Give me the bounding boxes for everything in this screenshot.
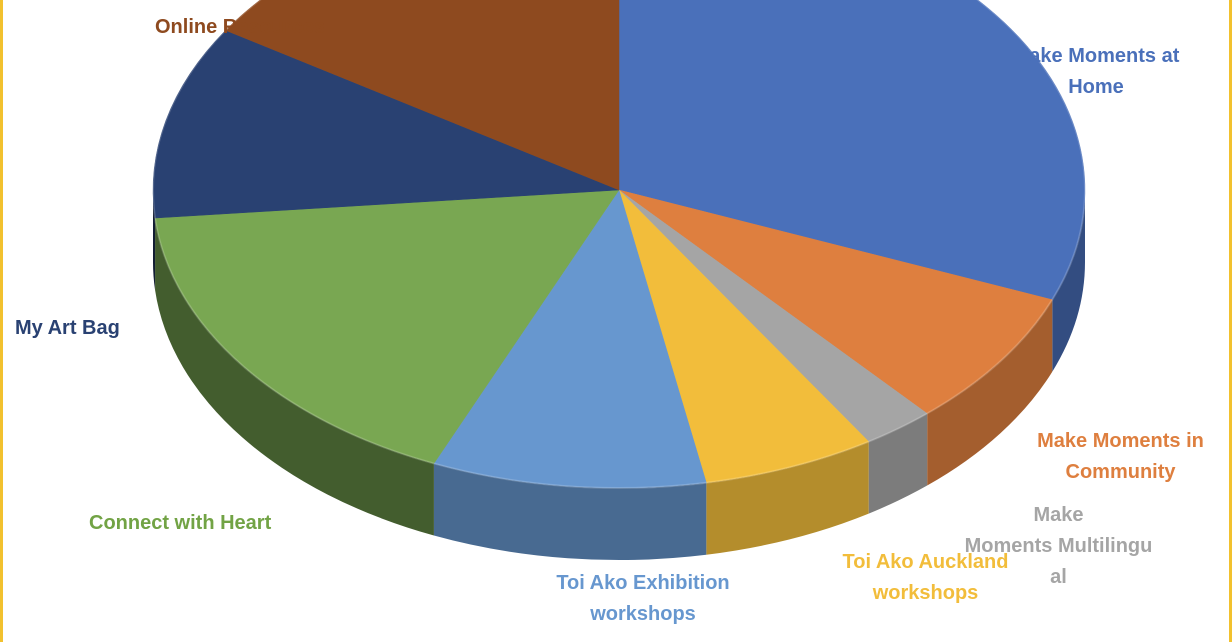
pie-slice-connect-with-heart <box>154 189 620 464</box>
pie-label-make-moments-at-home: Make Moments at Home <box>1012 45 1180 98</box>
pie-label-toi-ako-exhibition-workshops: Toi Ako Exhibition workshops <box>556 572 730 625</box>
pie-label-make-moments-in-community: Make Moments in Community <box>1037 430 1204 483</box>
pie-slice-make-moments-in-community <box>618 189 1053 414</box>
pie-side-toi-ako-exhibition-workshops <box>433 463 707 560</box>
pie-rim <box>152 0 1086 489</box>
pie-side-walls <box>153 190 1085 560</box>
pie-label-my-art-bag: My Art Bag <box>15 317 120 339</box>
pie-label-toi-ako-auckland-workshops: Toi Ako Auckland workshops <box>842 551 1009 604</box>
pie-chart <box>152 0 1086 560</box>
pie-slice-my-art-bag <box>152 30 620 219</box>
pie-slice-make-moments-at-home <box>618 0 1086 300</box>
pie-side-make-moments-at-home <box>1052 190 1085 372</box>
pie-side-connect-with-heart <box>155 218 434 536</box>
pie-side-toi-ako-auckland-workshops <box>706 441 869 555</box>
pie-label-connect-with-heart: Connect with Heart <box>89 512 272 534</box>
pie-top-faces <box>152 0 1086 489</box>
pie-slice-online-resources <box>225 0 620 191</box>
pie-label-make-moments-multilingu-al: Make Moments Multilingu al <box>964 504 1153 588</box>
pie-label-online-resources: Online Resources <box>155 16 326 38</box>
pie-slice-toi-ako-exhibition-workshops <box>433 189 707 489</box>
pie-slice-toi-ako-auckland-workshops <box>618 189 870 483</box>
pie-side-make-moments-multilingu-al <box>868 413 928 514</box>
pie-side-make-moments-in-community <box>927 299 1053 486</box>
